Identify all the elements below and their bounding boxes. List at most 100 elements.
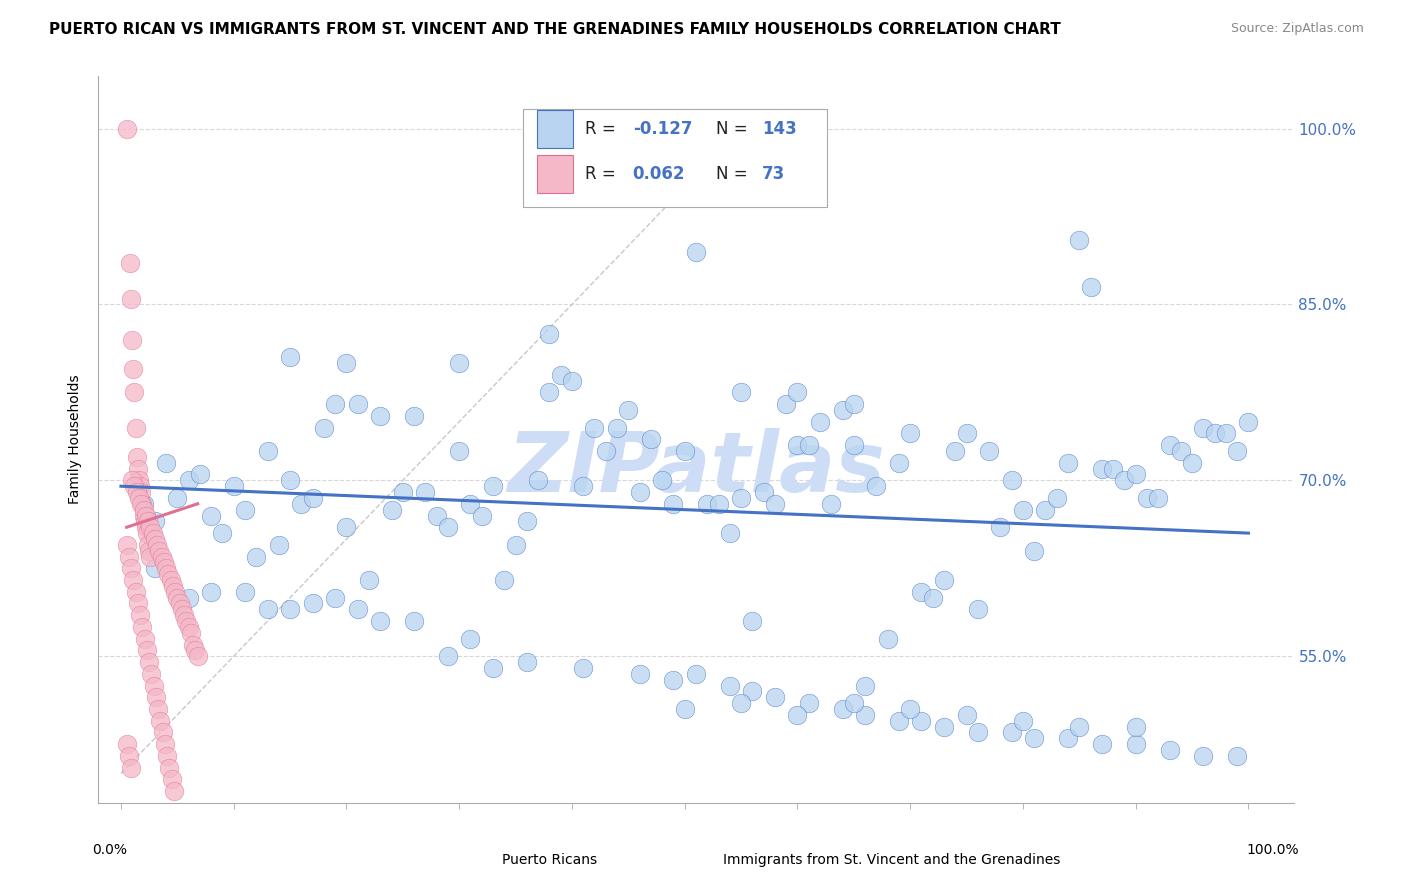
Point: [1102, 461, 1125, 475]
Point: [129, 608, 152, 623]
Point: [278, 602, 301, 616]
Point: [278, 474, 301, 488]
Point: [595, 444, 617, 458]
Point: [346, 397, 368, 411]
Point: [170, 602, 193, 616]
Text: 0.0%: 0.0%: [93, 843, 128, 857]
Point: [831, 702, 853, 716]
Point: [141, 666, 163, 681]
Point: [312, 420, 335, 434]
Point: [120, 761, 142, 775]
Point: [752, 485, 775, 500]
Point: [124, 479, 146, 493]
Point: [865, 479, 887, 493]
Point: [153, 737, 176, 751]
Point: [808, 415, 831, 429]
Point: [165, 584, 187, 599]
Point: [662, 497, 685, 511]
Point: [1080, 280, 1102, 294]
Point: [1215, 426, 1237, 441]
Point: [561, 374, 583, 388]
Point: [1001, 474, 1024, 488]
Point: [180, 625, 202, 640]
Point: [122, 362, 145, 376]
Point: [685, 244, 707, 259]
Point: [662, 673, 685, 687]
Point: [1147, 491, 1170, 505]
Point: [146, 538, 169, 552]
Point: [1012, 714, 1035, 728]
Point: [730, 385, 752, 400]
Point: [730, 491, 752, 505]
Point: [135, 526, 157, 541]
Text: R =: R =: [585, 165, 621, 183]
Point: [346, 602, 368, 616]
Point: [932, 573, 955, 587]
Point: [673, 702, 696, 716]
Point: [129, 485, 152, 500]
Point: [977, 444, 1000, 458]
Point: [1226, 444, 1249, 458]
Point: [127, 461, 149, 475]
Point: [775, 397, 797, 411]
Text: R =: R =: [585, 120, 621, 138]
Point: [181, 638, 204, 652]
Point: [131, 620, 153, 634]
Point: [233, 584, 256, 599]
Point: [121, 333, 143, 347]
Point: [150, 549, 173, 564]
Point: [177, 591, 200, 605]
Point: [482, 661, 505, 675]
Point: [1192, 748, 1215, 763]
Point: [129, 497, 152, 511]
Point: [943, 444, 966, 458]
Point: [368, 409, 391, 423]
Point: [143, 515, 166, 529]
Point: [139, 520, 162, 534]
Point: [1159, 438, 1181, 452]
Text: -0.127: -0.127: [633, 120, 692, 138]
Point: [831, 403, 853, 417]
FancyBboxPatch shape: [523, 109, 827, 207]
Y-axis label: Family Households: Family Households: [69, 375, 83, 504]
Point: [842, 397, 865, 411]
Point: [380, 502, 402, 516]
Point: [124, 385, 146, 400]
Point: [1226, 748, 1249, 763]
Text: N =: N =: [716, 120, 754, 138]
Point: [460, 632, 482, 646]
Point: [404, 409, 426, 423]
Point: [177, 620, 200, 634]
Point: [887, 456, 910, 470]
Point: [460, 497, 482, 511]
Point: [159, 761, 181, 775]
Point: [115, 121, 138, 136]
Point: [143, 561, 166, 575]
Text: ZIPatlas: ZIPatlas: [508, 428, 884, 509]
Point: [323, 397, 346, 411]
Point: [887, 714, 910, 728]
Point: [876, 632, 898, 646]
Point: [1136, 491, 1159, 505]
Point: [921, 591, 943, 605]
Point: [142, 679, 165, 693]
Point: [1046, 491, 1069, 505]
Point: [763, 497, 786, 511]
Point: [143, 532, 166, 546]
Text: Immigrants from St. Vincent and the Grenadines: Immigrants from St. Vincent and the Gren…: [724, 853, 1062, 866]
Text: 143: 143: [762, 120, 796, 138]
Text: PUERTO RICAN VS IMMIGRANTS FROM ST. VINCENT AND THE GRENADINES FAMILY HOUSEHOLDS: PUERTO RICAN VS IMMIGRANTS FROM ST. VINC…: [49, 22, 1062, 37]
Point: [797, 696, 820, 710]
Point: [177, 474, 200, 488]
Point: [148, 543, 170, 558]
Point: [122, 573, 145, 587]
Point: [267, 538, 290, 552]
Point: [1069, 233, 1091, 247]
Point: [572, 661, 595, 675]
Point: [157, 567, 180, 582]
Point: [1035, 502, 1057, 516]
Point: [1170, 444, 1192, 458]
Point: [842, 438, 865, 452]
Point: [222, 479, 245, 493]
Point: [583, 420, 606, 434]
